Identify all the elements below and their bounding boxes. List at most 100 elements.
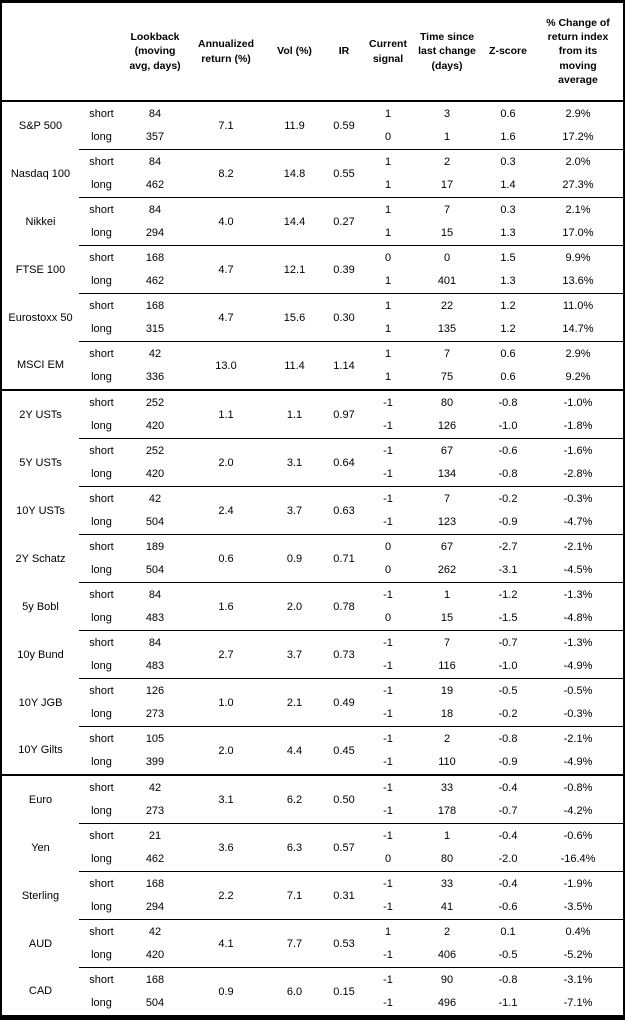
days-since-change-value: 41	[440, 901, 454, 914]
lookback-value: 21	[124, 823, 186, 848]
vol-value: 1.1	[266, 389, 323, 439]
pct-change-value: -2.1%	[533, 726, 624, 751]
days-since-change-value: 22	[411, 293, 483, 318]
pct-change-value: -1.3%	[533, 630, 624, 655]
signal-value: -1	[383, 997, 393, 1010]
signal-value: 1	[384, 227, 392, 240]
lookback-value: 294	[145, 227, 165, 240]
pct-change-value: -5.2%	[563, 949, 593, 962]
vol-value: 3.7	[266, 630, 323, 679]
leg-label: long	[91, 708, 112, 721]
lookback-value: 420	[145, 468, 165, 481]
signal-value: 1	[384, 275, 392, 288]
leg-label: long	[91, 756, 112, 769]
days-since-change-value: 7	[411, 630, 483, 655]
z-score-value: -3.1	[498, 564, 518, 577]
annualized-return-value: 13.0	[186, 341, 266, 390]
annualized-return-value: 4.7	[186, 245, 266, 294]
pct-change-value: 17.2%	[562, 131, 594, 144]
days-since-change-value: 110	[438, 756, 456, 769]
leg-label: short	[79, 823, 124, 848]
pct-change-value: -2.1%	[533, 534, 624, 559]
leg-label: long	[91, 997, 112, 1010]
signal-value: -1	[365, 582, 411, 607]
pct-change-value: 17.0%	[562, 227, 594, 240]
z-score-value: -0.8	[483, 726, 533, 751]
signal-value: -1	[383, 805, 393, 818]
header-lookback: Lookback (moving avg, days)	[124, 1, 186, 102]
table-row: Yen short 21 3.6 6.3 0.57 -1 1 -0.4 -0.6%	[1, 823, 624, 872]
leg-label: long	[91, 612, 112, 625]
annualized-return-value: 2.7	[186, 630, 266, 679]
leg-label: long	[91, 179, 112, 192]
annualized-return-value: 1.6	[186, 582, 266, 631]
vol-value: 12.1	[266, 245, 323, 294]
lookback-value: 315	[145, 323, 165, 336]
pct-change-value: -1.0%	[533, 389, 624, 415]
lookback-value: 504	[145, 997, 165, 1010]
days-since-change-value: 15	[440, 227, 454, 240]
table-row: long 420 -1 126 -1.0 -1.8%	[1, 415, 624, 439]
lookback-value: 273	[145, 805, 165, 818]
pct-change-value: -3.1%	[533, 967, 624, 992]
ir-value: 0.63	[323, 486, 365, 535]
leg-label: short	[79, 967, 124, 992]
asset-name: AUD	[28, 937, 53, 950]
days-since-change-value: 75	[440, 371, 454, 384]
signal-value: -1	[365, 438, 411, 463]
lookback-value: 420	[145, 949, 165, 962]
leg-label: short	[79, 438, 124, 463]
ir-value: 1.14	[323, 341, 365, 390]
vol-value: 6.2	[266, 774, 323, 824]
asset-name: Nikkei	[25, 215, 56, 228]
header-asset-blank	[1, 1, 79, 102]
table-row: long 357 0 1 1.6 17.2%	[1, 126, 624, 150]
asset-name: Sterling	[21, 889, 60, 902]
signal-value: 1	[365, 149, 411, 174]
ir-value: 0.59	[323, 100, 365, 150]
lookback-value: 42	[124, 919, 186, 944]
pct-change-value: -4.9%	[563, 660, 593, 673]
table-row: Nikkei short 84 4.0 14.4 0.27 1 7 0.3 2.1%	[1, 197, 624, 246]
signal-value: -1	[365, 774, 411, 800]
z-score-value: -0.4	[483, 871, 533, 896]
vol-value: 6.0	[266, 967, 323, 1018]
vol-value: 7.7	[266, 919, 323, 968]
days-since-change-value: 135	[437, 323, 457, 336]
pct-change-value: -4.9%	[563, 756, 593, 769]
days-since-change-value: 90	[411, 967, 483, 992]
signal-value: 0	[365, 534, 411, 559]
table-row: 2Y Schatz short 189 0.6 0.9 0.71 0 67 -2.7 -2.1%	[1, 534, 624, 583]
signal-value: -1	[383, 708, 393, 721]
header-leg-blank	[79, 1, 124, 102]
asset-name: Nasdaq 100	[10, 167, 71, 180]
signal-value: -1	[365, 871, 411, 896]
signal-value: -1	[365, 486, 411, 511]
leg-label: short	[79, 582, 124, 607]
lookback-value: 42	[124, 774, 186, 800]
lookback-value: 84	[124, 149, 186, 174]
lookback-value: 189	[124, 534, 186, 559]
lookback-value: 126	[124, 678, 186, 703]
header-time-since-change: Time since last change (days)	[411, 1, 483, 102]
pct-change-value: 11.0%	[533, 293, 624, 318]
z-score-value: -1.5	[498, 612, 518, 625]
z-score-value: 1.2	[500, 323, 516, 336]
ir-value: 0.78	[323, 582, 365, 631]
asset-name: CAD	[28, 985, 53, 998]
table-header: Lookback (moving avg, days) Annualized r…	[1, 1, 624, 102]
annualized-return-value: 7.1	[186, 100, 266, 150]
leg-label: short	[79, 630, 124, 655]
leg-label: short	[79, 149, 124, 174]
pct-change-value: -16.4%	[560, 853, 596, 866]
lookback-value: 168	[124, 245, 186, 270]
signal-value: -1	[365, 823, 411, 848]
header-pct-change: % Change of return index from its moving…	[533, 1, 624, 102]
leg-label: short	[79, 871, 124, 896]
z-score-value: -1.0	[498, 420, 518, 433]
table-row: 5Y USTs short 252 2.0 3.1 0.64 -1 67 -0.6 -1.6%	[1, 438, 624, 487]
ir-value: 0.45	[323, 726, 365, 775]
leg-label: short	[79, 293, 124, 318]
leg-label: short	[79, 919, 124, 944]
header-current-signal: Current signal	[365, 1, 411, 102]
